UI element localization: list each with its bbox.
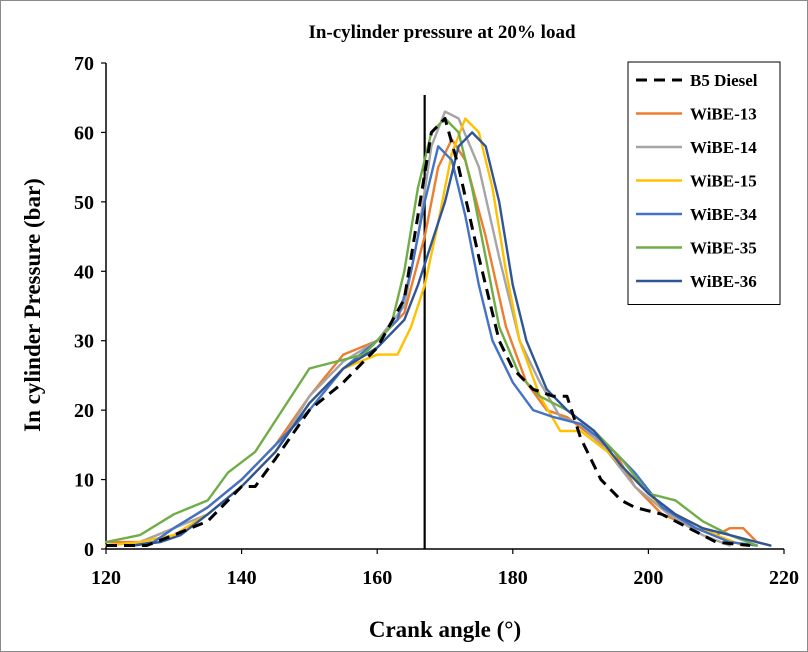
legend-label: WiBE-35 (690, 239, 757, 258)
legend-label: B5 Diesel (690, 71, 758, 90)
y-tick-label: 60 (74, 122, 94, 144)
x-tick-label: 220 (769, 567, 799, 589)
series-line-b5-diesel (106, 117, 751, 547)
y-tick-label: 0 (84, 539, 94, 561)
axis-ticks: 0 10 20 30 40 50 60 70 120 140 160 180 200 220 (74, 53, 799, 589)
y-tick-label: 50 (74, 192, 94, 214)
x-tick-label: 120 (91, 567, 121, 589)
legend-label: WiBE-34 (690, 205, 757, 224)
y-tick-label: 10 (74, 470, 94, 492)
legend-label: WiBE-14 (690, 138, 757, 157)
legend-label: WiBE-36 (690, 272, 757, 291)
series-line-wibe-36 (131, 131, 772, 547)
x-tick-label: 180 (498, 567, 528, 589)
x-tick-label: 160 (362, 567, 392, 589)
y-tick-label: 40 (74, 261, 94, 283)
series-group (104, 110, 772, 547)
legend-box (627, 61, 781, 305)
x-tick-label: 140 (227, 567, 257, 589)
legend: B5 Diesel WiBE-13 WiBE-14 WiBE-15 WiBE-34 WiB… (627, 61, 781, 305)
x-axis-label: Crank angle (°) (369, 617, 521, 642)
legend-label: WiBE-13 (690, 105, 757, 124)
y-axis-label: In cylinder Pressure (bar) (20, 178, 45, 432)
y-tick-label: 70 (74, 53, 94, 75)
y-tick-label: 20 (74, 400, 94, 422)
y-tick-label: 30 (74, 331, 94, 353)
legend-label: WiBE-15 (690, 172, 757, 191)
chart-title: In-cylinder pressure at 20% load (308, 22, 576, 43)
x-tick-label: 200 (633, 567, 663, 589)
